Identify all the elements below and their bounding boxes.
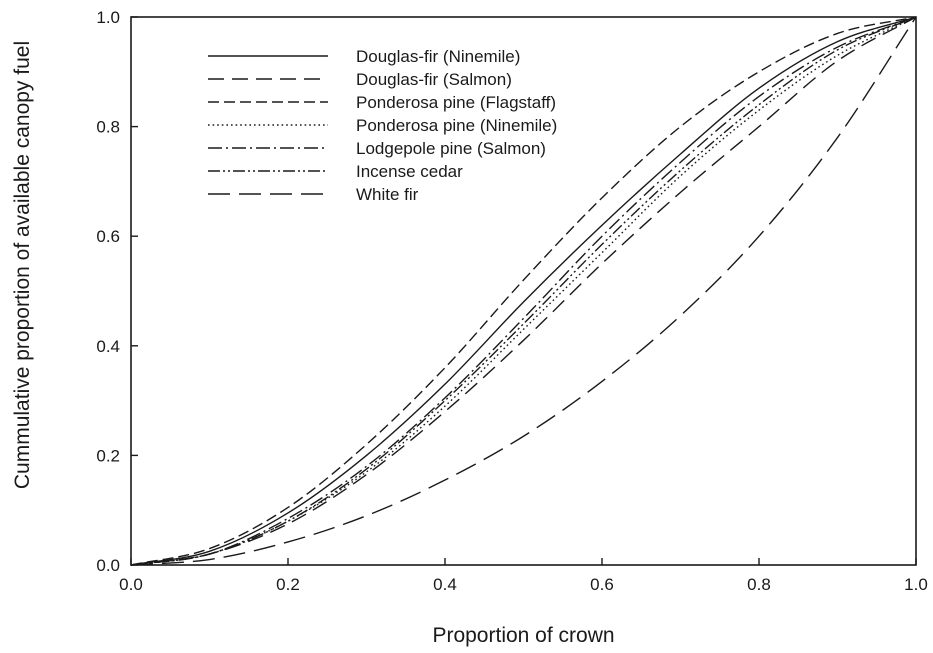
- series-line-douglas-fir-salmon: [130, 16, 917, 566]
- legend-label: Lodgepole pine (Salmon): [356, 139, 546, 158]
- x-tick-label: 0.8: [747, 575, 771, 594]
- y-axis-ticks: 0.0 0.2 0.4 0.6 0.8 1.0: [96, 8, 138, 575]
- plot-series-group: [130, 16, 917, 566]
- legend-label: Incense cedar: [356, 162, 463, 181]
- series-line-white-fir: [130, 16, 917, 566]
- y-tick-label: 0.6: [96, 227, 120, 246]
- series-line-lodgepole-pine-salmon: [130, 16, 917, 566]
- legend-label: Douglas-fir (Salmon): [356, 70, 512, 89]
- y-tick-label: 0.2: [96, 446, 120, 465]
- x-tick-label: 0.4: [433, 575, 457, 594]
- legend: Douglas-fir (Ninemile) Douglas-fir (Salmo…: [208, 47, 557, 204]
- x-axis-title: Proportion of crown: [432, 624, 614, 647]
- legend-label: White fir: [356, 185, 419, 204]
- series-line-douglas-fir-ninemile: [130, 16, 917, 566]
- x-tick-label: 0.6: [590, 575, 614, 594]
- y-tick-label: 0.0: [96, 556, 120, 575]
- legend-label: Ponderosa pine (Ninemile): [356, 116, 557, 135]
- y-tick-label: 0.8: [96, 118, 120, 137]
- plot-frame: [130, 16, 917, 566]
- x-tick-label: 1.0: [904, 575, 928, 594]
- series-line-ponderosa-pine-flagstaff: [130, 16, 917, 566]
- y-tick-label: 1.0: [96, 8, 120, 27]
- y-axis-title: Cummulative proportion of available cano…: [11, 41, 34, 489]
- legend-label: Douglas-fir (Ninemile): [356, 47, 520, 66]
- legend-label: Ponderosa pine (Flagstaff): [356, 93, 556, 112]
- x-axis-ticks: 0.0 0.2 0.4 0.6 0.8 1.0: [119, 558, 928, 594]
- x-tick-label: 0.0: [119, 575, 143, 594]
- x-tick-label: 0.2: [276, 575, 300, 594]
- series-line-incense-cedar: [130, 16, 917, 566]
- y-tick-label: 0.4: [96, 337, 120, 356]
